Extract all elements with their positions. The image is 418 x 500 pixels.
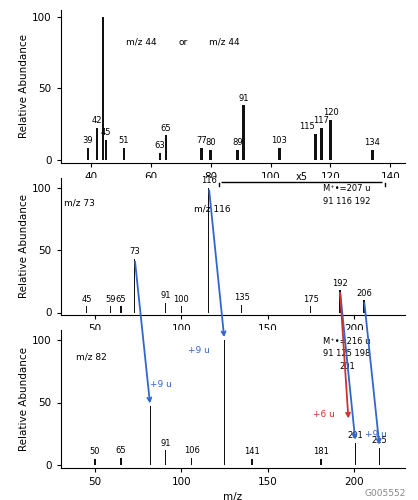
Text: 59: 59 [105,294,116,304]
Text: 103: 103 [272,136,288,145]
Text: 91: 91 [238,94,249,102]
Text: 65: 65 [160,124,171,132]
Bar [314,134,316,160]
Text: 117: 117 [314,116,329,126]
Y-axis label: Relative Abundance: Relative Abundance [19,194,29,298]
Bar [201,148,203,160]
Bar [241,305,242,312]
Text: 192: 192 [332,278,348,287]
Bar [165,302,166,312]
X-axis label: m/z: m/z [224,492,242,500]
Text: 135: 135 [234,294,250,302]
Text: 100: 100 [173,294,189,304]
Text: 91 116 192: 91 116 192 [323,196,370,206]
Text: m/z 44: m/z 44 [209,38,240,46]
Bar [310,306,311,312]
Text: or: or [178,38,188,46]
Bar [158,152,161,160]
Text: 80: 80 [205,138,216,147]
Bar [165,136,167,160]
Bar [191,458,192,465]
Bar [321,128,323,160]
Bar [208,188,209,312]
Bar [94,459,96,465]
Text: +9 u: +9 u [365,430,387,439]
Bar [110,306,111,312]
Text: m/z 73: m/z 73 [64,198,95,207]
Text: 65: 65 [116,294,126,304]
Text: 106: 106 [184,446,199,455]
Text: 175: 175 [303,294,319,304]
Bar [372,150,374,160]
Text: 215: 215 [372,436,387,445]
Text: 201: 201 [348,431,363,440]
Text: m/z 44: m/z 44 [126,38,157,46]
Bar [134,259,135,312]
Text: 39: 39 [82,136,93,145]
Bar [181,306,182,312]
Bar [165,450,166,465]
Bar [150,406,151,465]
Text: 115: 115 [298,122,314,131]
Text: 50: 50 [90,447,100,456]
Y-axis label: Relative Abundance: Relative Abundance [19,347,29,451]
Bar [329,120,331,160]
Bar [104,140,107,160]
Bar [251,459,252,465]
Bar [86,306,87,312]
Text: 89: 89 [232,138,243,147]
Bar [224,340,225,465]
Bar [237,150,239,160]
Text: M⁺•=216 u: M⁺•=216 u [323,337,371,346]
Text: 181: 181 [313,447,329,456]
Text: 91 125 198: 91 125 198 [323,349,370,358]
Text: G005552: G005552 [364,488,405,498]
Text: +6 u: +6 u [314,410,335,419]
Text: m/z 116: m/z 116 [194,205,231,214]
Text: 73: 73 [130,247,140,256]
Bar [120,458,122,465]
Text: 116: 116 [201,176,217,185]
Text: M⁺•=207 u: M⁺•=207 u [323,184,371,194]
Bar [87,148,89,160]
Bar [209,150,212,160]
Text: 134: 134 [364,138,380,147]
Bar [102,17,104,160]
Text: 141: 141 [244,447,260,456]
Text: 91: 91 [161,438,171,448]
Text: 77: 77 [196,136,207,145]
Text: 206: 206 [356,288,372,298]
Text: +9 u: +9 u [188,346,209,355]
Y-axis label: Relative Abundance: Relative Abundance [19,34,29,138]
Bar [242,106,245,160]
Text: 91: 91 [161,291,171,300]
Bar [355,442,356,465]
Bar [339,290,341,312]
Text: 42: 42 [92,116,102,126]
Bar [379,448,380,465]
Text: +9 u: +9 u [150,380,171,389]
Text: m/z 82: m/z 82 [76,352,107,361]
Text: 201: 201 [339,362,355,370]
Bar [122,148,125,160]
Bar [320,459,321,465]
Bar [278,148,280,160]
Text: 63: 63 [154,140,165,149]
Text: 65: 65 [116,446,126,455]
Bar [120,306,122,312]
Text: 45: 45 [81,294,92,304]
Text: 45: 45 [100,128,111,137]
Text: 120: 120 [323,108,338,117]
Text: x5: x5 [296,172,308,182]
Text: 51: 51 [118,136,129,145]
Bar [96,128,98,160]
